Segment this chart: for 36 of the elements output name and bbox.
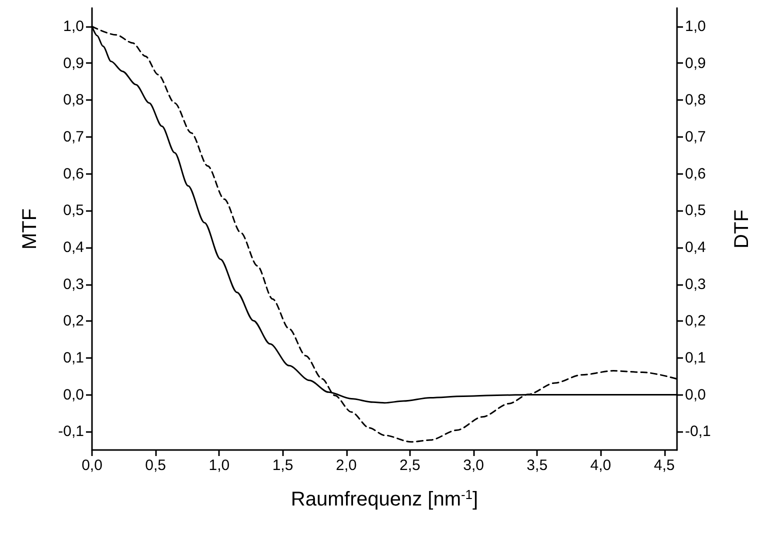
x-tick-label: 3,5 — [526, 457, 548, 474]
y-tick-label: 0,7 — [63, 128, 84, 146]
y2-tick-label: 0,8 — [685, 92, 706, 109]
y2-tick-label: -0,1 — [685, 423, 711, 440]
y2-tick-label: 1,0 — [685, 18, 706, 35]
x-tick-label: 4,0 — [590, 457, 612, 474]
y-tick-label: 1,0 — [63, 18, 84, 35]
y-tick-label: 0,6 — [63, 165, 84, 182]
x-tick-label: 1,0 — [208, 457, 230, 474]
y-tick-label: 0,5 — [63, 202, 84, 220]
y-tick-label: 0,3 — [63, 276, 84, 293]
x-tick-label: 0,5 — [145, 457, 166, 474]
y2-tick-label: 0,6 — [685, 165, 706, 182]
x-tick-label: 0,0 — [82, 457, 102, 474]
y-tick-label: 0,0 — [63, 386, 84, 404]
x-tick-label: 1,5 — [272, 457, 294, 474]
y-tick-label: 0,9 — [63, 54, 84, 72]
y2-tick-label: 0,4 — [685, 238, 706, 256]
y-tick-label: -0,1 — [58, 423, 84, 440]
y-tick-label: 0,2 — [63, 312, 84, 330]
y-tick-label: 0,8 — [63, 92, 84, 109]
x-tick-label: 4,5 — [654, 457, 675, 474]
y-axis-title: MTF — [19, 208, 41, 250]
y2-tick-label: 0,1 — [685, 349, 706, 366]
y2-tick-label: 0,9 — [685, 54, 706, 72]
y-tick-label: 0,1 — [63, 349, 84, 366]
y2-tick-label: 0,0 — [685, 386, 706, 404]
y2-axis-title: DTF — [731, 210, 753, 248]
y2-tick-label: 0,5 — [685, 202, 706, 220]
x-tick-label: 2,0 — [336, 457, 357, 474]
y2-tick-label: 0,2 — [685, 312, 706, 330]
y2-tick-label: 0,7 — [685, 128, 706, 146]
x-tick-label: 3,0 — [463, 457, 484, 474]
y2-tick-label: 0,3 — [685, 276, 706, 293]
y-tick-label: 0,4 — [63, 238, 84, 256]
x-tick-label: 2,5 — [400, 457, 420, 474]
